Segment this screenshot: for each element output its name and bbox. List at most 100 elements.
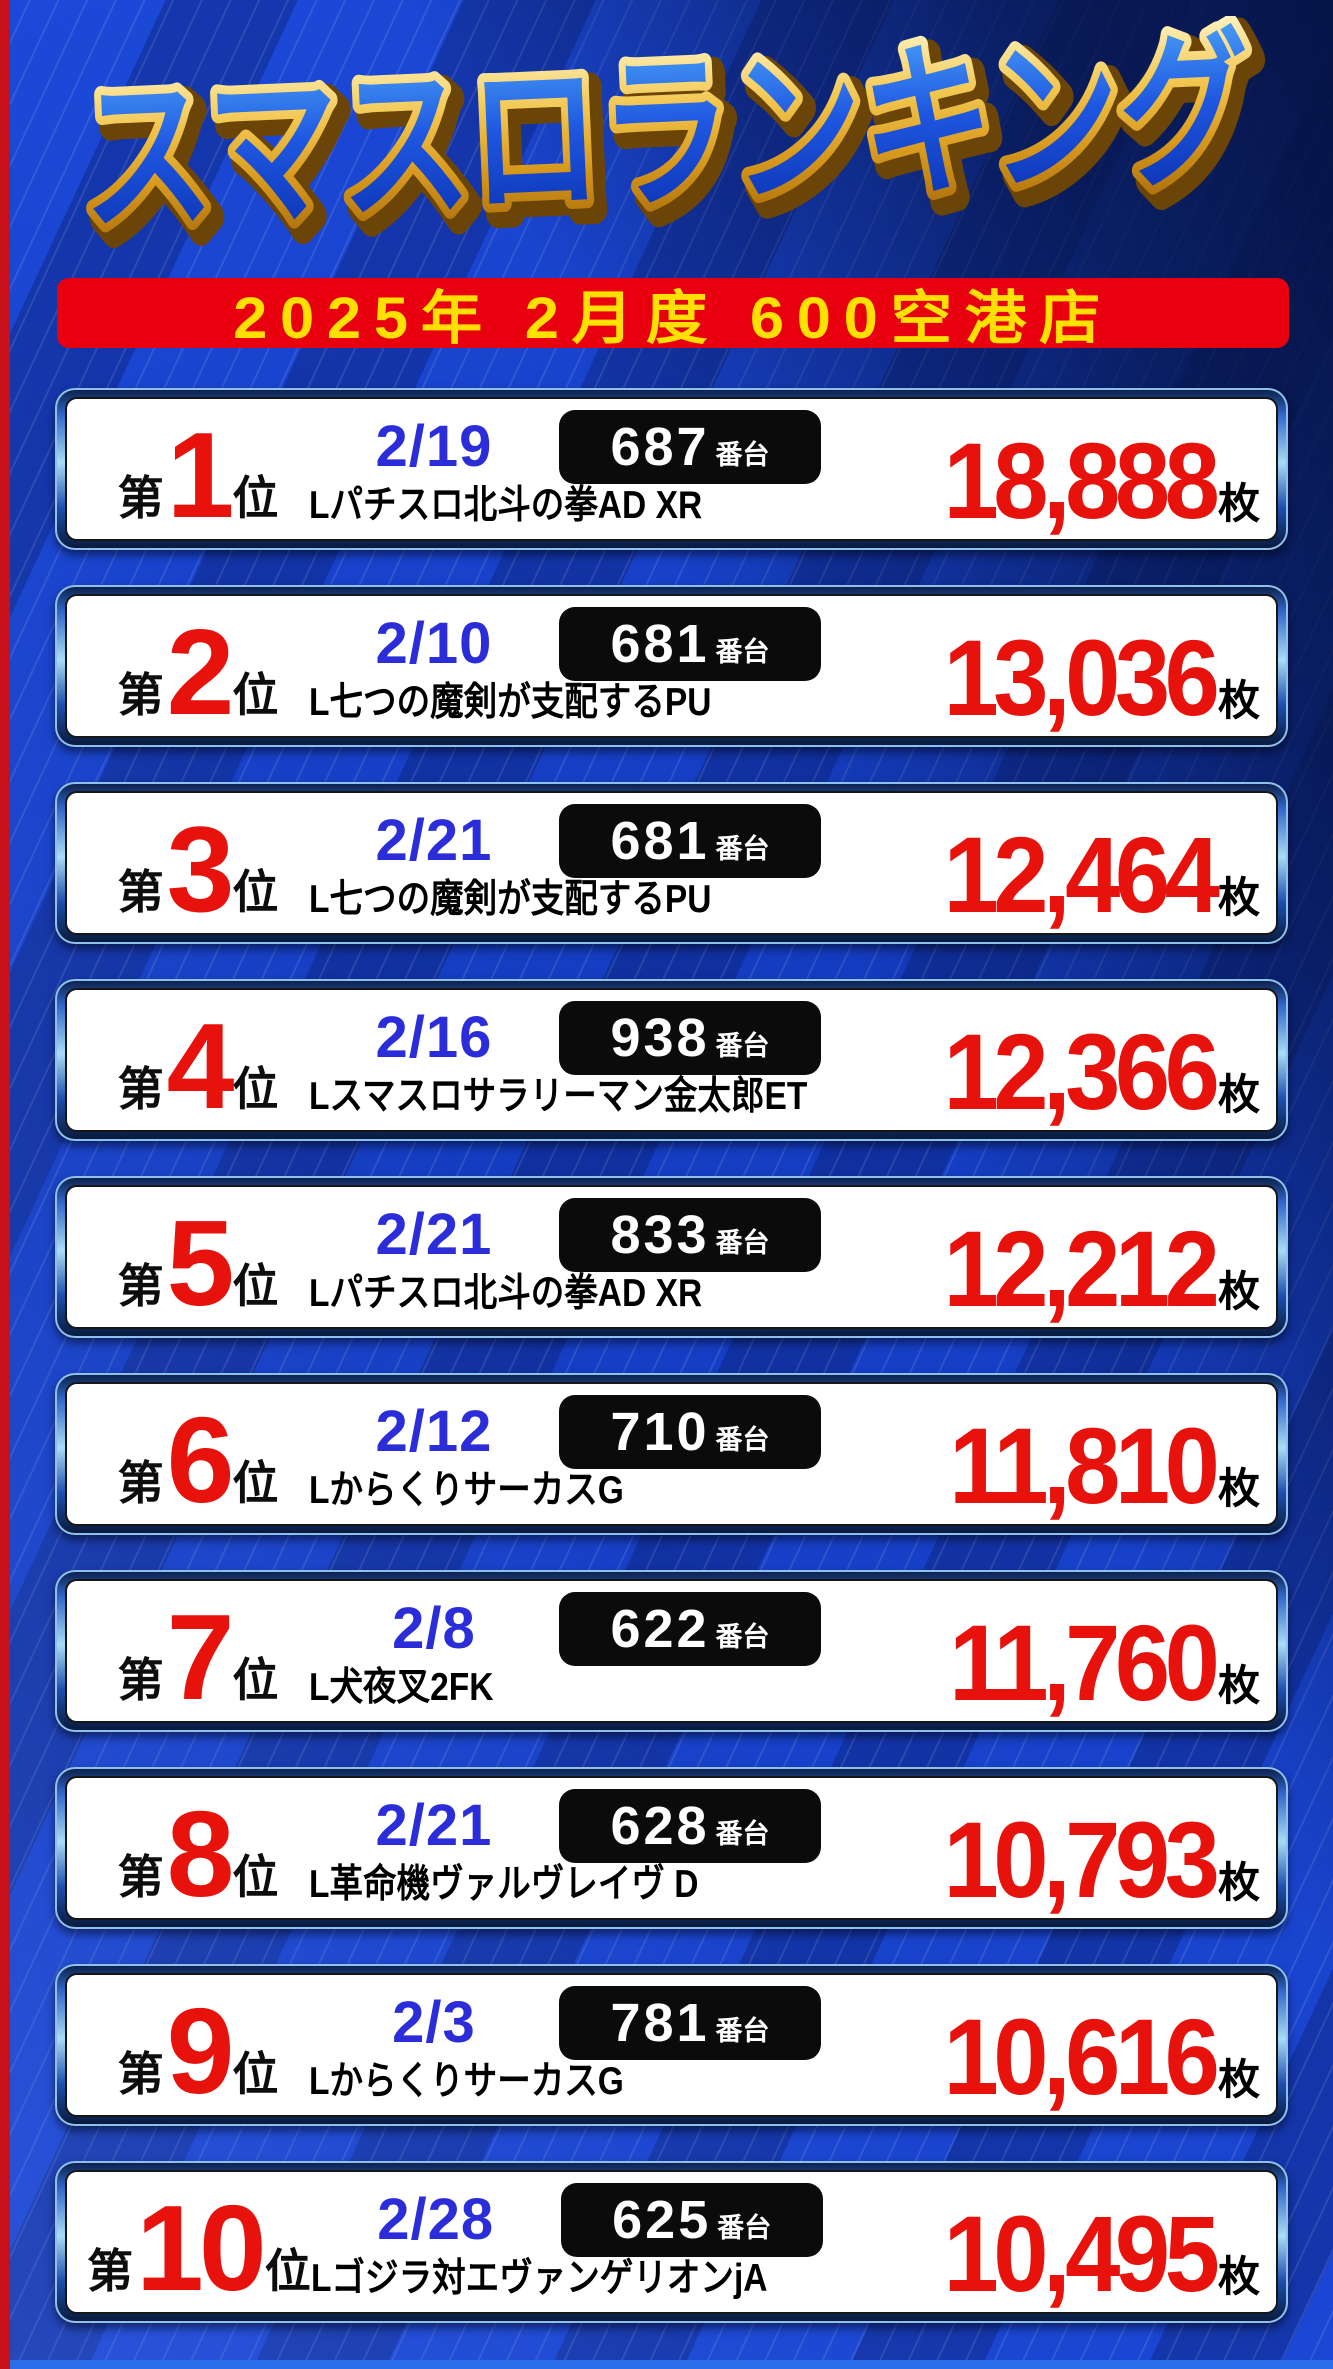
rank-prefix: 第 <box>117 1063 164 1115</box>
rank-number: 4 <box>166 997 235 1132</box>
rank-block: 第 3 位 <box>87 797 309 935</box>
coin-count: 11,760 <box>948 1601 1220 1723</box>
card-body: 第 2 位 2/10 681 番台 L七つの魔剣が支配するPU 13,036 枚 <box>65 594 1278 738</box>
machine-info: 2/28 625 番台 Lゴジラ対エヴァンゲリオンjA <box>311 2176 886 2308</box>
rank-suffix: 位 <box>264 2245 311 2297</box>
date-label: 2/10 <box>375 611 493 676</box>
rank-prefix: 第 <box>117 1260 164 1312</box>
rank-block: 第 7 位 <box>87 1585 309 1723</box>
coin-count: 12,366 <box>943 1010 1219 1132</box>
rank-suffix: 位 <box>232 1654 279 1706</box>
machine-number-badge: 781 番台 <box>559 1986 821 2060</box>
machine-number: 628 <box>610 1796 710 1856</box>
coin-unit: 枚 <box>1217 480 1260 528</box>
coin-count: 18,888 <box>943 419 1219 541</box>
machine-name: Lスマスロサラリーマン金太郎ET <box>309 1075 808 1119</box>
machine-number-badge: 938 番台 <box>559 1001 821 1075</box>
machine-number: 681 <box>610 811 710 871</box>
rank-block: 第 2 位 <box>87 600 309 738</box>
coin-unit: 枚 <box>1217 2253 1260 2301</box>
machine-number: 622 <box>610 1599 710 1659</box>
card-body: 第 1 位 2/19 687 番台 Lパチスロ北斗の拳AD XR 18,888 … <box>65 397 1278 541</box>
title-graphic: スマスロランキング スマスロランキング <box>68 6 1278 278</box>
machine-name: Lゴジラ対エヴァンゲリオンjA <box>310 2257 768 2301</box>
ranking-card-5: 第 5 位 2/21 833 番台 Lパチスロ北斗の拳AD XR 12,212 … <box>55 1176 1288 1338</box>
rank-number: 2 <box>166 603 235 738</box>
coin-count-block: 11,760 枚 <box>884 1585 1260 1717</box>
rank-number: 8 <box>166 1785 235 1920</box>
date-label: 2/21 <box>375 808 493 873</box>
date-label: 2/21 <box>375 1202 493 1267</box>
machine-info: 2/12 710 番台 LからくりサーカスG <box>309 1388 884 1520</box>
coin-count: 10,616 <box>943 1995 1219 2117</box>
machine-number-badge: 681 番台 <box>559 607 821 681</box>
coin-unit: 枚 <box>1217 874 1260 922</box>
coin-unit: 枚 <box>1217 677 1260 725</box>
coin-count-block: 10,793 枚 <box>884 1782 1260 1914</box>
date-label: 2/21 <box>375 1793 493 1858</box>
ranking-card-7: 第 7 位 2/8 622 番台 L犬夜叉2FK 11,760 枚 <box>55 1570 1288 1732</box>
machine-info: 2/8 622 番台 L犬夜叉2FK <box>309 1585 884 1717</box>
machine-name: L七つの魔剣が支配するPU <box>309 681 712 725</box>
machine-number: 833 <box>610 1205 710 1265</box>
coin-count: 10,793 <box>943 1798 1219 1920</box>
rank-suffix: 位 <box>232 2048 279 2100</box>
machine-number-unit: 番台 <box>715 439 770 470</box>
machine-name: LからくりサーカスG <box>309 1469 624 1513</box>
rank-number: 5 <box>166 1194 235 1329</box>
ranking-card-6: 第 6 位 2/12 710 番台 LからくりサーカスG 11,810 枚 <box>55 1373 1288 1535</box>
rank-suffix: 位 <box>232 1851 279 1903</box>
rank-block: 第 1 位 <box>87 403 309 541</box>
coin-unit: 枚 <box>1217 2056 1260 2104</box>
rank-block: 第 6 位 <box>87 1388 309 1526</box>
machine-name: L七つの魔剣が支配するPU <box>309 878 712 922</box>
ranking-card-2: 第 2 位 2/10 681 番台 L七つの魔剣が支配するPU 13,036 枚 <box>55 585 1288 747</box>
machine-name: Lパチスロ北斗の拳AD XR <box>309 484 703 528</box>
machine-number-badge: 710 番台 <box>559 1395 821 1469</box>
machine-info: 2/21 681 番台 L七つの魔剣が支配するPU <box>309 797 884 929</box>
rank-block: 第 8 位 <box>87 1782 309 1920</box>
machine-info: 2/19 687 番台 Lパチスロ北斗の拳AD XR <box>309 403 884 535</box>
ranking-list: 第 1 位 2/19 687 番台 Lパチスロ北斗の拳AD XR 18,888 … <box>55 388 1288 2358</box>
rank-suffix: 位 <box>232 866 279 918</box>
machine-info: 2/16 938 番台 Lスマスロサラリーマン金太郎ET <box>309 994 884 1126</box>
rank-number: 6 <box>166 1391 235 1526</box>
coin-unit: 枚 <box>1217 1071 1260 1119</box>
rank-number: 7 <box>166 1588 235 1723</box>
coin-count: 12,464 <box>943 813 1219 935</box>
coin-count-block: 10,495 枚 <box>886 2176 1260 2308</box>
rank-block: 第 4 位 <box>87 994 309 1132</box>
machine-number: 625 <box>612 2190 712 2250</box>
ranking-card-9: 第 9 位 2/3 781 番台 LからくりサーカスG 10,616 枚 <box>55 1964 1288 2126</box>
rank-suffix: 位 <box>232 1260 279 1312</box>
coin-count: 10,495 <box>943 2192 1219 2314</box>
machine-number-badge: 622 番台 <box>559 1592 821 1666</box>
rank-number: 9 <box>166 1982 235 2117</box>
machine-number-badge: 625 番台 <box>560 2183 823 2257</box>
machine-number-unit: 番台 <box>715 1621 770 1652</box>
coin-count-block: 18,888 枚 <box>884 403 1260 535</box>
bottom-edge-stripe <box>0 2360 1333 2369</box>
month-store-banner: 2025年 2月度 600空港店 <box>57 278 1289 351</box>
rank-suffix: 位 <box>232 669 279 721</box>
machine-number-badge: 833 番台 <box>559 1198 821 1272</box>
machine-number: 710 <box>610 1402 710 1462</box>
coin-count: 11,810 <box>948 1404 1220 1526</box>
rank-number: 1 <box>166 406 235 541</box>
card-body: 第 6 位 2/12 710 番台 LからくりサーカスG 11,810 枚 <box>65 1382 1278 1526</box>
date-label: 2/12 <box>375 1399 493 1464</box>
ranking-card-8: 第 8 位 2/21 628 番台 L革命機ヴァルヴレイヴ D 10,793 枚 <box>55 1767 1288 1929</box>
machine-info: 2/21 833 番台 Lパチスロ北斗の拳AD XR <box>309 1191 884 1323</box>
machine-info: 2/3 781 番台 LからくりサーカスG <box>309 1979 884 2111</box>
card-body: 第 3 位 2/21 681 番台 L七つの魔剣が支配するPU 12,464 枚 <box>65 791 1278 935</box>
rank-prefix: 第 <box>117 2048 164 2100</box>
ranking-card-1: 第 1 位 2/19 687 番台 Lパチスロ北斗の拳AD XR 18,888 … <box>55 388 1288 550</box>
coin-count-block: 12,366 枚 <box>884 994 1260 1126</box>
machine-name: L犬夜叉2FK <box>309 1666 494 1710</box>
card-body: 第 7 位 2/8 622 番台 L犬夜叉2FK 11,760 枚 <box>65 1579 1278 1723</box>
rank-number: 3 <box>166 800 235 935</box>
rank-prefix: 第 <box>117 866 164 918</box>
machine-number-unit: 番台 <box>715 2015 770 2046</box>
rank-prefix: 第 <box>87 2245 133 2297</box>
rank-prefix: 第 <box>117 1654 164 1706</box>
